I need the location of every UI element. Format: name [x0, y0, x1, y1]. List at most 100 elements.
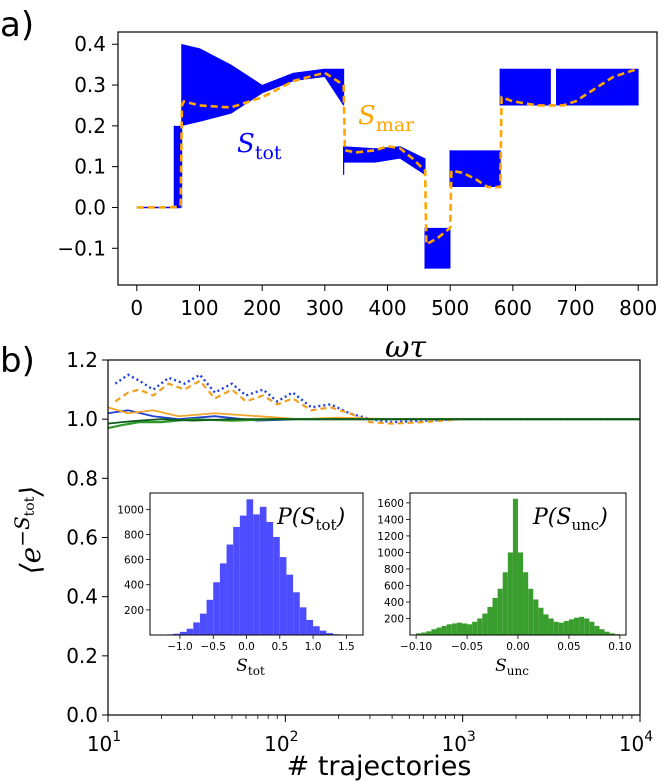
- x-tick-exponent-b: 2: [290, 729, 299, 745]
- inset-y-tick-label: 600: [124, 555, 144, 567]
- y-tick-label-a: 0.3: [74, 73, 106, 97]
- histogram-bar: [502, 572, 508, 635]
- x-tick-label-a: 800: [619, 296, 657, 320]
- histogram-bar: [538, 607, 544, 635]
- histogram-bar: [467, 624, 473, 635]
- y-tick-label-a: 0.4: [74, 32, 106, 56]
- stot-band-segment: [343, 146, 426, 175]
- histogram-bar: [233, 526, 240, 635]
- inset-y-tick-label: 1200: [377, 531, 404, 543]
- inset-y-tick-label: 1000: [377, 547, 404, 559]
- inset-x-tick-label: 0.10: [608, 641, 631, 653]
- histogram-bar: [528, 588, 534, 635]
- x-tick-label-b: 104: [619, 729, 653, 756]
- y-tick-label-a: 0.1: [74, 155, 106, 179]
- inset-title: P(Stot): [276, 505, 345, 534]
- y-axis-label-b: ⟨e−Stot⟩: [10, 486, 47, 575]
- inset-x-tick-label: −1.0: [167, 641, 193, 653]
- smar-annotation-sub: mar: [376, 114, 415, 136]
- histogram-bar: [441, 625, 447, 635]
- inset-y-tick-label: 400: [384, 597, 404, 609]
- histogram-bar: [293, 592, 300, 635]
- inset-x-tick-label: −0.05: [451, 641, 483, 653]
- histogram-bar: [523, 572, 529, 635]
- x-tick-label-a: 500: [431, 296, 469, 320]
- inset-sunc-histogram: −0.10 −0.05 0.00 0.05 0.10 200 400 600 800 1000 12…: [377, 492, 632, 678]
- histogram-bar: [574, 617, 580, 635]
- inset-title-part: P(: [276, 505, 301, 530]
- stot-band-segment: [181, 44, 345, 126]
- histogram-bar: [456, 622, 462, 635]
- histogram-bar: [609, 633, 615, 635]
- inset-frame: [149, 492, 364, 636]
- inset-title-part: ): [336, 505, 346, 530]
- histogram-bar: [199, 613, 207, 635]
- x-tick-exponent-b: 1: [112, 729, 121, 745]
- histogram-bar: [431, 629, 437, 635]
- histogram-bar: [219, 563, 227, 635]
- inset-x-label-part: S: [236, 656, 248, 676]
- histogram-bar: [239, 515, 247, 635]
- inset-x-label: Sunc: [495, 656, 529, 678]
- histogram-bar: [589, 621, 595, 635]
- histogram-bar: [594, 625, 600, 635]
- y-tick-label-b: 1.0: [66, 407, 98, 431]
- inset-x-label: Stot: [236, 656, 265, 678]
- y-tick-label-b: 0.2: [66, 644, 98, 668]
- series-line-dashed-orange: [114, 379, 640, 425]
- histogram-bar: [286, 574, 294, 635]
- histogram-bar: [533, 599, 539, 635]
- histogram-bar: [266, 521, 274, 635]
- histogram-bar: [518, 552, 524, 635]
- y-axis-label-b-part: −S: [10, 516, 34, 546]
- histogram-bar: [279, 557, 287, 635]
- panel-b: 101 102 103 104 0.0 0.2 0.4 0.6 0.8 1.0 1.2 # traje…: [10, 348, 653, 781]
- y-axis-label-b-part: ⟨: [14, 562, 47, 574]
- y-tick-label-a: 0.2: [74, 114, 106, 138]
- x-tick-label-a: 200: [243, 296, 281, 320]
- histogram-bar: [253, 514, 260, 635]
- histogram-bar: [604, 631, 610, 635]
- y-axis-label-b-part: tot: [22, 496, 38, 516]
- y-tick-label-b: 0.4: [66, 585, 98, 609]
- inset-y-tick-label: 1600: [377, 498, 404, 510]
- histogram-bar: [548, 618, 554, 635]
- y-tick-label-b: 0.6: [66, 526, 98, 550]
- y-axis-label-b-part: e: [14, 547, 47, 564]
- histogram-bar: [553, 621, 559, 635]
- inset-title-part: ): [598, 505, 608, 530]
- x-axis-label-a: ωτ: [385, 330, 426, 365]
- inset-x-tick-label: −0.5: [200, 641, 226, 653]
- histogram-bar: [193, 622, 200, 635]
- histogram-bar: [568, 619, 575, 635]
- x-tick-label-a: 600: [494, 296, 532, 320]
- x-tick-label-b: 102: [264, 729, 298, 756]
- inset-y-tick-label: 600: [384, 580, 404, 592]
- series-line-solid-darkgreen: [107, 418, 640, 425]
- inset-title: P(Sunc): [532, 505, 608, 534]
- inset-x-label-part: S: [495, 656, 507, 676]
- histogram-bar: [179, 631, 187, 635]
- histogram-bar: [206, 599, 214, 635]
- x-tick-label-b: 101: [87, 729, 121, 756]
- x-tick-label-a: 0: [130, 296, 143, 320]
- histogram-bar: [299, 607, 307, 635]
- y-tick-label-b: 1.2: [66, 348, 98, 372]
- y-tick-label-a: 0.0: [74, 195, 106, 219]
- inset-title-part: P(: [532, 505, 557, 530]
- histogram-bar: [461, 623, 468, 635]
- smar-annotation: Smar: [358, 101, 415, 136]
- x-axis-label-b: # trajectories: [287, 751, 472, 781]
- x-tick-label-a: 400: [368, 296, 406, 320]
- histogram-bar: [306, 619, 314, 635]
- inset-y-tick-label: 1000: [117, 504, 144, 516]
- histogram-bar: [426, 631, 432, 635]
- inset-x-tick-label: 0.0: [238, 641, 255, 653]
- histogram-bar: [273, 536, 280, 635]
- inset-y-tick-label: 400: [124, 580, 144, 592]
- inset-title-part: S: [556, 505, 571, 530]
- histogram-bar: [543, 614, 549, 635]
- histogram-bar: [472, 621, 478, 635]
